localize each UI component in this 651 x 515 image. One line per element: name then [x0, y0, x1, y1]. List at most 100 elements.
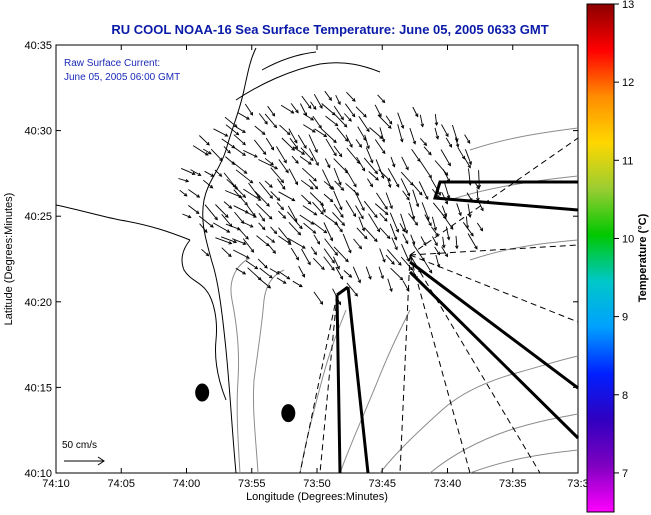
current-vector: [233, 146, 246, 156]
current-vector: [358, 115, 370, 132]
current-vector: [358, 216, 365, 231]
current-vector: [418, 181, 429, 200]
current-vector: [379, 212, 388, 222]
x-tick-label: 73:50: [303, 478, 331, 490]
current-vector: [301, 194, 312, 205]
current-vector: [346, 282, 358, 297]
current-vector: [276, 146, 287, 163]
current-vector: [334, 114, 348, 128]
current-vector: [402, 190, 410, 201]
current-vector-head: [414, 276, 418, 280]
current-vector-head: [406, 192, 411, 197]
current-vectors: [178, 90, 484, 306]
current-vector-head: [203, 229, 208, 233]
current-vector: [476, 222, 483, 231]
current-vector-head: [321, 266, 325, 271]
current-vector: [313, 291, 323, 305]
current-vector-head: [328, 97, 332, 101]
current-vector-head: [381, 138, 386, 143]
current-vector-head: [245, 255, 250, 259]
current-vector-head: [227, 149, 231, 154]
current-vector-head: [400, 125, 405, 129]
x-tick-label: 73:35: [499, 478, 527, 490]
current-vector: [332, 288, 341, 305]
current-vector: [332, 256, 340, 270]
current-vector: [291, 155, 299, 164]
current-vector: [385, 254, 395, 265]
current-vector-head: [437, 191, 441, 196]
current-vector: [267, 105, 275, 117]
current-vector: [287, 211, 303, 229]
current-vector-head: [280, 179, 285, 184]
current-vector-head: [376, 228, 381, 233]
current-vector: [297, 134, 307, 149]
current-vector-head: [246, 116, 250, 120]
colorbar: [586, 3, 615, 513]
current-vector: [441, 124, 449, 137]
current-vector-head: [382, 258, 386, 263]
current-vector-head: [361, 167, 366, 172]
current-vector: [400, 213, 408, 234]
current-vector: [476, 189, 479, 201]
current-vector: [278, 235, 292, 245]
current-vector: [233, 189, 248, 206]
current-vector: [391, 237, 398, 250]
current-vector-head: [399, 276, 404, 281]
current-vector: [464, 149, 472, 165]
current-vector: [376, 192, 388, 210]
current-vector: [356, 156, 365, 171]
y-axis: 40:35 40:30 40:25 40:20 40:15 40:10: [24, 40, 578, 480]
current-vector: [264, 113, 277, 128]
current-vector-head: [319, 301, 324, 305]
current-vector: [280, 104, 294, 114]
current-vector: [466, 192, 473, 202]
current-vector-head: [469, 197, 473, 202]
current-vector-head: [298, 283, 303, 288]
current-vector: [368, 213, 380, 232]
current-vector-head: [418, 191, 423, 196]
current-vector: [223, 201, 232, 209]
current-vector-head: [401, 228, 406, 233]
current-vector: [303, 124, 316, 133]
current-vector: [299, 214, 314, 225]
current-vector: [243, 149, 258, 158]
current-vector-head: [348, 118, 352, 122]
current-vector: [365, 266, 372, 280]
y-tick-label: 40:20: [24, 297, 52, 309]
current-vector-head: [384, 211, 389, 216]
current-vector-head: [389, 205, 393, 210]
current-vector-head: [226, 229, 231, 233]
current-vector: [333, 105, 344, 120]
current-vector: [258, 159, 278, 170]
current-vector-head: [301, 273, 305, 278]
current-vector: [345, 200, 356, 217]
y-tick-label: 40:30: [24, 126, 52, 138]
current-vector-head: [286, 131, 291, 136]
current-vector: [210, 148, 223, 162]
current-vector: [308, 179, 318, 190]
colorbar-tick-label: 12: [622, 77, 634, 89]
current-vector: [278, 191, 295, 202]
current-vector: [277, 178, 286, 190]
current-vector-head: [458, 212, 462, 217]
current-vector-head: [331, 267, 335, 271]
current-vector-head: [271, 112, 276, 117]
current-vector: [303, 222, 316, 234]
current-vector-head: [242, 241, 247, 245]
current-vector: [412, 106, 419, 117]
current-vector-head: [276, 197, 281, 202]
current-vector: [463, 156, 471, 168]
current-vector: [319, 201, 326, 213]
x-tick-label: 73:3: [567, 478, 588, 490]
current-vector-head: [310, 221, 315, 225]
current-vector-head: [327, 164, 331, 169]
current-vector-head: [435, 135, 440, 140]
current-vector-head: [375, 177, 379, 181]
current-vector: [462, 222, 474, 237]
current-vector: [412, 244, 425, 261]
current-vector-head: [443, 213, 448, 218]
current-vector-head: [428, 222, 432, 227]
current-vector: [223, 146, 231, 154]
current-vector-head: [261, 131, 266, 136]
current-vector: [265, 235, 275, 243]
